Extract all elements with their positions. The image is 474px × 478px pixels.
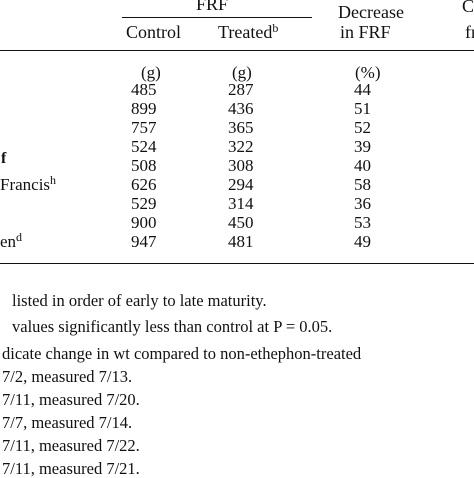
table-row-6-control: 626: [131, 175, 157, 194]
footnote-5: 7/11, measured 7/20.: [2, 390, 140, 409]
footnote-3: dicate change in wt compared to non-ethe…: [2, 344, 362, 363]
table-row-7-treated: 314: [228, 194, 254, 213]
footnote-8: 7/11, measured 7/21.: [2, 459, 140, 478]
table-row-5-decrease: 40: [354, 156, 371, 175]
table-row-6-treated: 294: [228, 175, 254, 194]
table-row-4-control: 524: [131, 137, 157, 156]
control-unit: (g): [141, 63, 161, 82]
frf-group-header: FRF: [196, 0, 229, 14]
table-row-7-decrease: 36: [354, 194, 371, 213]
table-row-8-decrease: 53: [354, 213, 371, 232]
table-row-8-control: 900: [131, 213, 157, 232]
treated-header-label: Treated: [218, 22, 273, 42]
footnote-6: 7/7, measured 7/14.: [2, 413, 133, 432]
footnote-2: values significantly less than control a…: [12, 317, 333, 336]
footnote-4: 7/2, measured 7/13.: [2, 367, 133, 386]
table-row-9-control: 947: [131, 232, 157, 251]
decrease-header-line2: in FRF: [340, 22, 391, 42]
table-row-5-control: 508: [131, 156, 157, 175]
table-row-9-decrease: 49: [354, 232, 371, 251]
table-row-6-label: Francish: [0, 173, 57, 194]
treated-column-header: Treatedb: [218, 22, 278, 42]
table-row-7-control: 529: [131, 194, 157, 213]
treated-header-footnote-marker: b: [272, 21, 279, 35]
table-row-4-decrease: 39: [354, 137, 371, 156]
table-row-3-treated: 365: [228, 118, 254, 137]
footnote-1: listed in order of early to late maturit…: [12, 291, 267, 310]
table-row-1-treated: 287: [228, 80, 254, 99]
cut-column-header-line1: C: [462, 0, 474, 16]
table-row-5-footnote-marker: f: [1, 150, 7, 167]
table-row-9-footnote-marker: d: [16, 230, 23, 244]
table-row-3-decrease: 52: [354, 118, 371, 137]
table-row-4-treated: 322: [228, 137, 254, 156]
table-row-6-decrease: 58: [354, 175, 371, 194]
control-column-header: Control: [126, 22, 182, 42]
table-row-9-name: en: [0, 232, 17, 251]
decrease-unit: (%): [355, 63, 381, 82]
table-bottom-rule: [0, 263, 474, 264]
table-row-2-treated: 436: [228, 99, 254, 118]
footnote-7: 7/11, measured 7/22.: [2, 436, 140, 455]
treated-unit: (g): [232, 63, 252, 82]
table-row-3-control: 757: [131, 118, 157, 137]
frf-group-rule: [122, 17, 312, 18]
table-row-9-treated: 481: [228, 232, 254, 251]
table-row-1-decrease: 44: [354, 80, 371, 99]
table-row-8-treated: 450: [228, 213, 254, 232]
table-row-1-control: 485: [131, 80, 157, 99]
table-row-2-control: 899: [131, 99, 157, 118]
decrease-header-line1: Decrease: [338, 2, 404, 22]
table-row-5-treated: 308: [228, 156, 254, 175]
header-bottom-rule: [0, 50, 474, 51]
table-row-5-label: f: [1, 150, 7, 171]
table-row-9-label: end: [0, 230, 23, 251]
table-row-6-name: Francis: [0, 175, 51, 194]
table-row-2-decrease: 51: [354, 99, 371, 118]
table-row-6-footnote-marker: h: [50, 173, 57, 187]
cut-column-header-line2: fr: [465, 22, 474, 42]
